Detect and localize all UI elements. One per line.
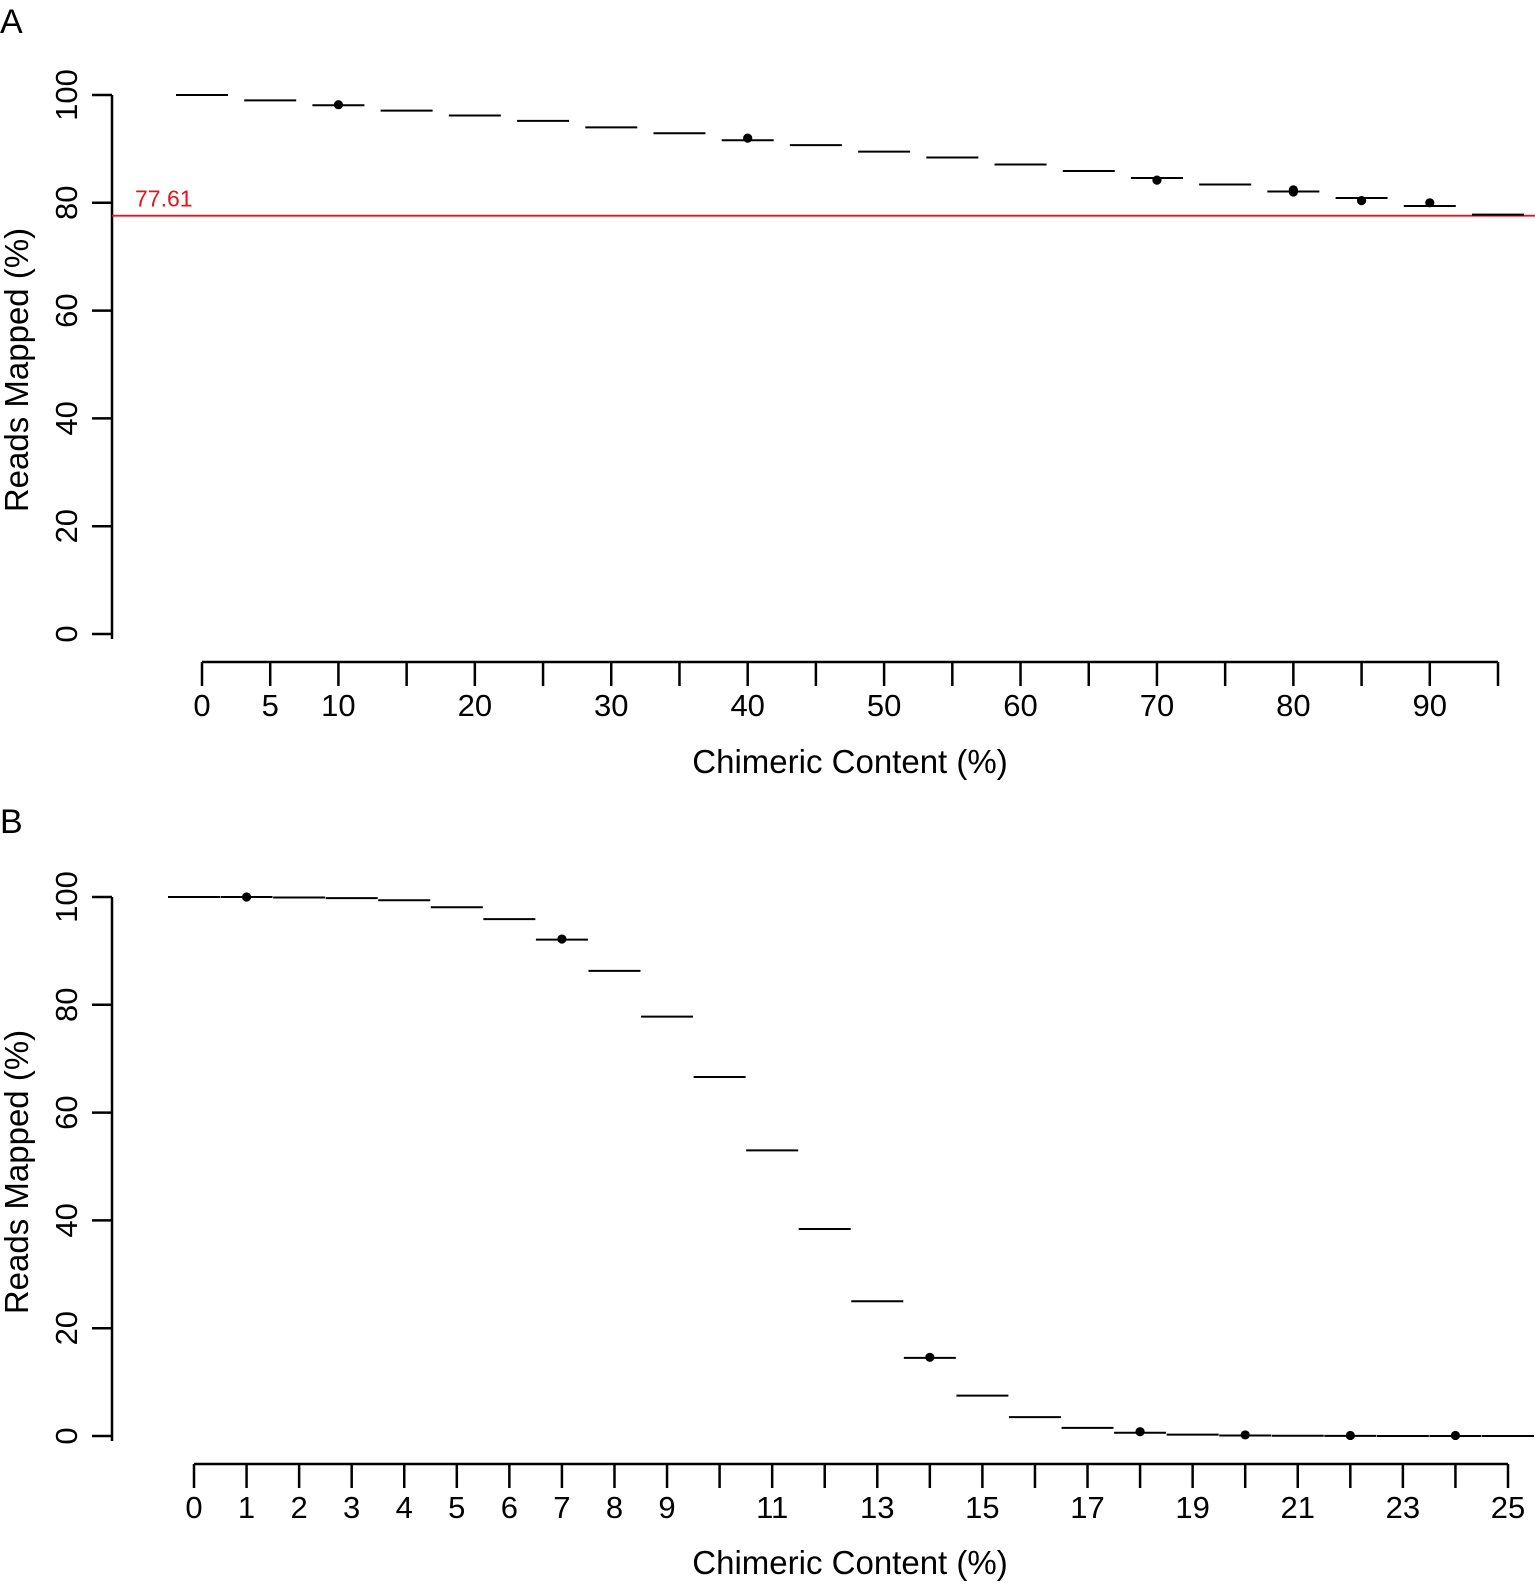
- x-tick-label: 9: [658, 1490, 675, 1525]
- x-tick-label: 6: [501, 1490, 518, 1525]
- outlier-point: [1345, 1430, 1355, 1441]
- x-tick-label: 11: [756, 1490, 788, 1525]
- y-tick-label: 100: [49, 871, 84, 923]
- panel-b-letter: B: [0, 803, 23, 841]
- x-tick-label: 17: [1070, 1490, 1104, 1525]
- outlier-point: [1356, 196, 1367, 206]
- x-tick-label: 3: [343, 1490, 360, 1525]
- x-tick-label: 4: [396, 1490, 413, 1525]
- x-tick-label: 30: [594, 688, 628, 723]
- x-tick-label: 10: [321, 688, 355, 723]
- x-tick-label: 0: [185, 1490, 202, 1525]
- x-tick-label: 19: [1175, 1490, 1209, 1525]
- x-tick-label: 1: [238, 1490, 255, 1525]
- x-tick-label: 90: [1413, 688, 1447, 723]
- y-tick-label: 20: [49, 509, 84, 543]
- x-tick-label: 2: [290, 1490, 307, 1525]
- x-tick-label: 40: [730, 688, 764, 723]
- y-tick-label: 60: [49, 1095, 84, 1129]
- x-tick-label: 5: [448, 1490, 465, 1525]
- outlier-point: [1450, 1430, 1461, 1441]
- x-tick-label: 8: [606, 1490, 623, 1525]
- outlier-point: [925, 1352, 935, 1362]
- outlier-point: [333, 100, 344, 110]
- y-tick-label: 40: [49, 1203, 84, 1237]
- x-tick-label: 15: [965, 1490, 999, 1525]
- panel-a-x-axis-title: Chimeric Content (%): [692, 743, 1007, 780]
- x-tick-label: 5: [262, 688, 279, 723]
- x-tick-label: 7: [553, 1490, 570, 1525]
- x-tick-label: 13: [860, 1490, 894, 1525]
- panel-b-chart: B Reads Mapped (%) Chimeric Content (%) …: [0, 803, 1534, 1581]
- x-tick-label: 60: [1003, 688, 1037, 723]
- outlier-point: [1240, 1430, 1250, 1440]
- panel-a-chart: A Reads Mapped (%) Chimeric Content (%) …: [0, 3, 1535, 780]
- y-tick-label: 20: [49, 1311, 84, 1345]
- x-tick-label: 80: [1276, 688, 1310, 723]
- panel-b-x-axis-title: Chimeric Content (%): [692, 1544, 1007, 1581]
- panel-a-y-axis-title: Reads Mapped (%): [0, 228, 35, 512]
- y-tick-label: 0: [49, 1427, 84, 1444]
- outlier-point: [743, 133, 753, 143]
- outlier-point: [1425, 198, 1435, 208]
- x-tick-label: 25: [1491, 1490, 1525, 1525]
- y-tick-label: 100: [49, 69, 84, 121]
- outlier-point: [557, 934, 567, 944]
- y-tick-label: 0: [49, 625, 84, 642]
- y-tick-label: 40: [49, 401, 84, 435]
- x-tick-label: 21: [1281, 1490, 1315, 1525]
- panel-a-letter: A: [0, 3, 23, 41]
- panel-a-reference-label: 77.61: [135, 186, 193, 212]
- x-tick-label: 70: [1140, 688, 1174, 723]
- outlier-point: [1288, 185, 1298, 195]
- x-tick-label: 23: [1386, 1490, 1420, 1525]
- y-tick-label: 80: [49, 988, 84, 1022]
- x-tick-label: 0: [193, 688, 210, 723]
- outlier-point: [1135, 1427, 1145, 1437]
- y-tick-label: 60: [49, 293, 84, 327]
- outlier-point: [1152, 175, 1162, 185]
- panel-b-y-axis-title: Reads Mapped (%): [0, 1030, 35, 1314]
- x-tick-label: 20: [458, 688, 492, 723]
- x-tick-label: 50: [867, 688, 901, 723]
- outlier-point: [241, 892, 252, 902]
- y-tick-label: 80: [49, 186, 84, 220]
